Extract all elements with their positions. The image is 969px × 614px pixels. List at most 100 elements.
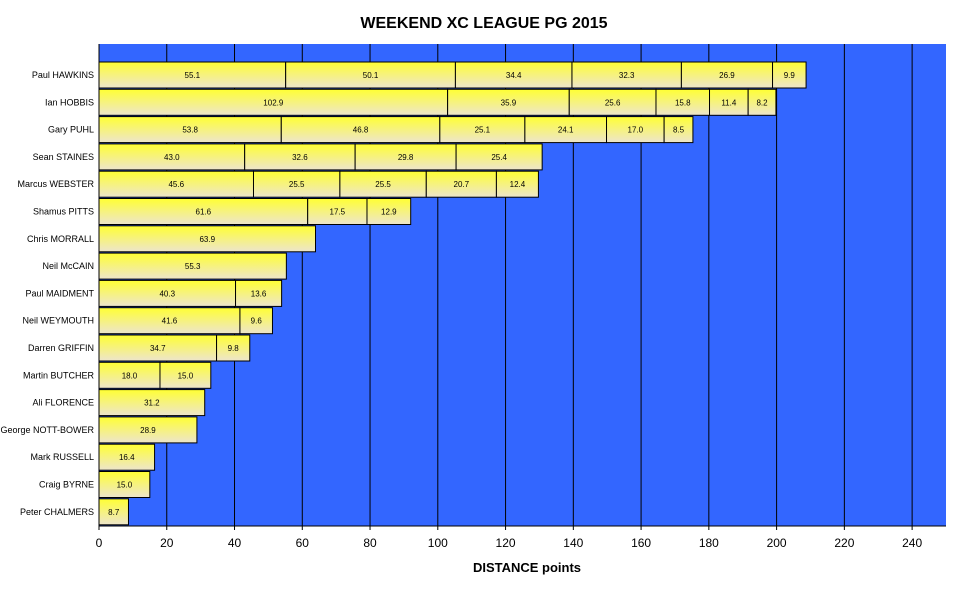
x-tick-label: 100 xyxy=(428,536,448,550)
bar-segment xyxy=(235,279,283,307)
bar-segment xyxy=(239,307,273,335)
bar-segment xyxy=(98,471,151,498)
data-label: 31.2 xyxy=(144,399,160,408)
data-label: 32.3 xyxy=(619,71,635,80)
row-label: Sean STAINES xyxy=(33,152,94,162)
data-label: 63.9 xyxy=(199,235,215,244)
bar-segment xyxy=(339,170,427,198)
row-label: Peter CHALMERS xyxy=(20,507,94,517)
data-label: 50.1 xyxy=(363,71,379,80)
data-label: 24.1 xyxy=(558,126,574,135)
data-label: 25.5 xyxy=(289,180,305,189)
data-label: 28.9 xyxy=(140,426,156,435)
x-tick-label: 240 xyxy=(902,536,922,550)
chart-title: WEEKEND XC LEAGUE PG 2015 xyxy=(360,15,607,32)
data-label: 41.6 xyxy=(162,317,178,326)
bar-segment xyxy=(159,361,212,389)
row-label: Gary PUHL xyxy=(48,125,94,135)
data-label: 11.4 xyxy=(721,98,737,107)
data-label: 35.9 xyxy=(501,98,517,107)
x-tick-label: 200 xyxy=(767,536,787,550)
data-label: 12.9 xyxy=(381,208,397,217)
data-label: 55.3 xyxy=(185,262,201,271)
x-tick-label: 140 xyxy=(563,536,583,550)
x-tick-label: 220 xyxy=(834,536,854,550)
bars: 55.1 50.1 34.4 32.3 26.9 9.9 102.9 35.9 25.6 15.8… xyxy=(98,61,807,526)
x-tick-label: 20 xyxy=(160,536,174,550)
bar-segment xyxy=(568,88,657,116)
bar-segment xyxy=(447,88,570,116)
row-label: Neil WEYMOUTH xyxy=(23,316,95,326)
bar-segment xyxy=(280,116,441,144)
x-tick-label: 160 xyxy=(631,536,651,550)
bar-segment xyxy=(455,143,543,171)
x-tick-label: 180 xyxy=(699,536,719,550)
data-label: 102.9 xyxy=(263,98,284,107)
data-label: 25.6 xyxy=(605,98,621,107)
data-label: 34.7 xyxy=(150,344,166,353)
bar-segment xyxy=(663,116,694,144)
data-label: 25.4 xyxy=(491,153,507,162)
bar-segment xyxy=(244,143,356,171)
data-label: 25.5 xyxy=(375,180,391,189)
x-tick-label: 60 xyxy=(296,536,310,550)
bar-segment xyxy=(98,416,198,444)
bar-segment xyxy=(772,61,807,89)
x-axis: 0 20 40 60 80 100 120 140 160 180 200 220 240 xyxy=(96,44,946,550)
row-labels: Paul HAWKINS Ian HOBBIS Gary PUHL Sean STAI… xyxy=(0,70,94,517)
data-label: 16.4 xyxy=(119,453,135,462)
row-label: Chris MORRALL xyxy=(27,234,94,244)
x-tick-label: 80 xyxy=(363,536,377,550)
bar-segment xyxy=(98,307,241,335)
data-label: 15.0 xyxy=(117,481,133,490)
data-label: 34.4 xyxy=(506,71,522,80)
data-label: 15.0 xyxy=(178,371,194,380)
row-label: Paul MAIDMENT xyxy=(25,288,94,298)
x-tick-label: 40 xyxy=(228,536,242,550)
row-label: Darren GRIFFIN xyxy=(28,343,94,353)
data-label: 25.1 xyxy=(475,126,491,135)
row-label: Craig BYRNE xyxy=(39,480,94,490)
row-label: Shamus PITTS xyxy=(33,207,94,217)
bar-segment xyxy=(655,88,711,116)
data-label: 15.8 xyxy=(675,98,691,107)
bar-segment xyxy=(216,334,251,362)
row-label: George NOTT-BOWER xyxy=(0,425,94,435)
bar-segment xyxy=(307,198,368,225)
bar-segment xyxy=(98,198,309,225)
bar-segment xyxy=(524,116,608,144)
data-label: 9.9 xyxy=(784,71,796,80)
data-label: 12.4 xyxy=(510,180,526,189)
data-label: 53.8 xyxy=(182,126,198,135)
data-label: 45.6 xyxy=(168,180,184,189)
bar-segment xyxy=(98,88,449,116)
data-label: 18.0 xyxy=(122,371,138,380)
bar-segment xyxy=(709,88,749,116)
data-label: 43.0 xyxy=(164,153,180,162)
data-label: 8.5 xyxy=(673,126,685,135)
data-label: 13.6 xyxy=(251,289,267,298)
data-label: 61.6 xyxy=(196,208,212,217)
bar-segment xyxy=(98,143,246,171)
bar-segment xyxy=(495,170,539,198)
x-axis-label: DISTANCE points xyxy=(473,560,581,575)
data-label: 26.9 xyxy=(719,71,735,80)
x-tick-label: 120 xyxy=(496,536,516,550)
bar-segment xyxy=(747,88,777,116)
data-label: 8.7 xyxy=(108,508,120,517)
bar-segment xyxy=(252,170,341,198)
data-label: 29.8 xyxy=(398,153,414,162)
bar-segment xyxy=(98,252,287,280)
bar-segment xyxy=(98,170,254,198)
bar-segment xyxy=(454,61,573,89)
data-label: 40.3 xyxy=(159,289,175,298)
data-label: 9.6 xyxy=(251,317,263,326)
data-label: 32.6 xyxy=(292,153,308,162)
row-label: Neil McCAIN xyxy=(42,261,94,271)
data-label: 17.0 xyxy=(628,126,644,135)
row-label: Ali FLORENCE xyxy=(32,398,94,408)
row-label: Mark RUSSELL xyxy=(30,452,94,462)
bar-segment xyxy=(680,61,774,89)
data-label: 55.1 xyxy=(185,71,201,80)
